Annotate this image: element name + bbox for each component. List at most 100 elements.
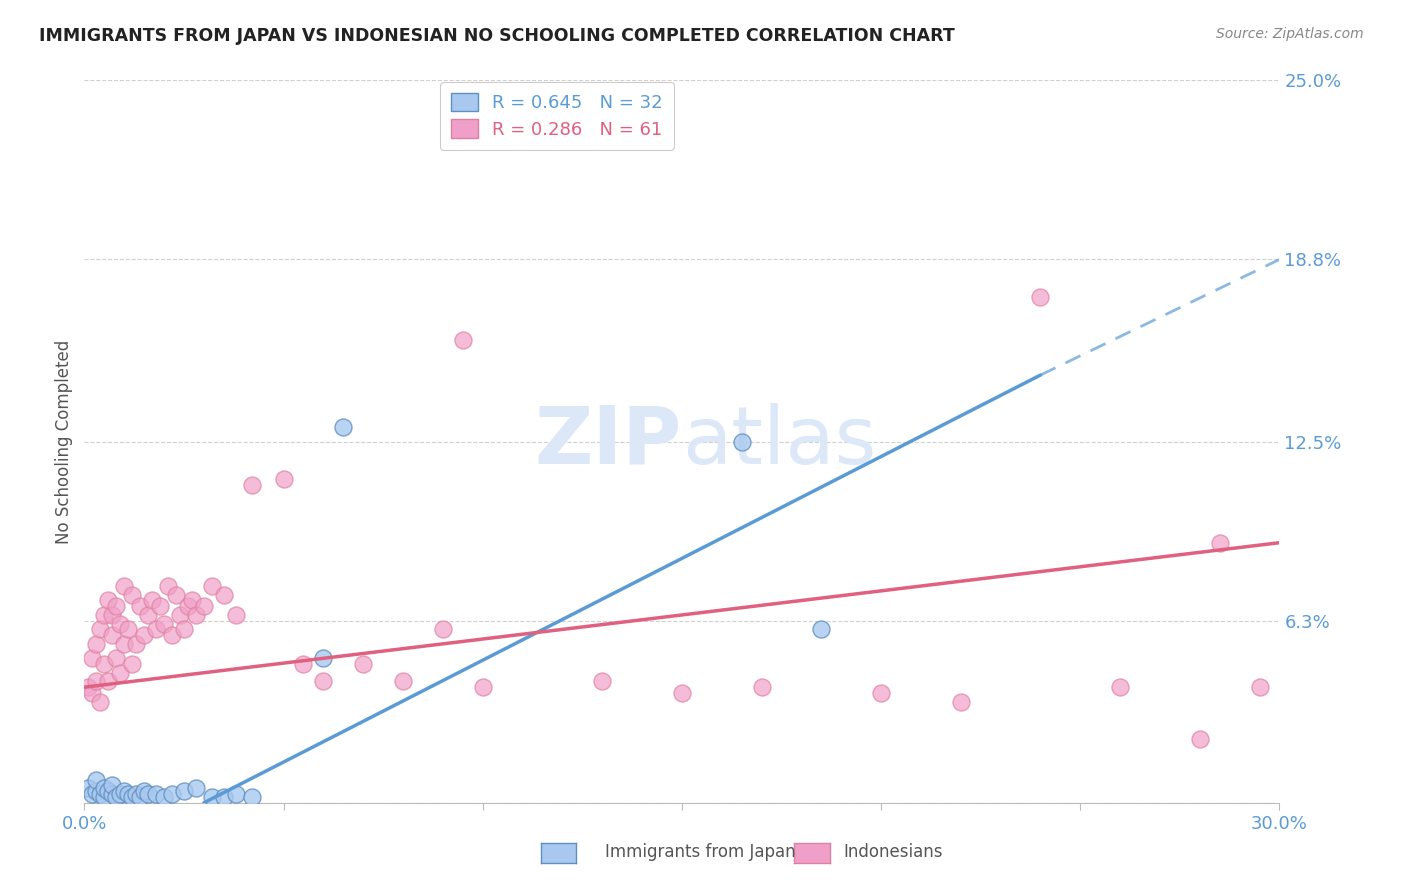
Point bbox=[312, 651, 335, 665]
Point bbox=[193, 599, 215, 614]
Point bbox=[117, 787, 139, 801]
Point bbox=[1209, 535, 1232, 549]
Point bbox=[132, 784, 156, 798]
Point bbox=[105, 599, 128, 614]
Text: ZIP: ZIP bbox=[534, 402, 682, 481]
Legend: R = 0.645   N = 32, R = 0.286   N = 61: R = 0.645 N = 32, R = 0.286 N = 61 bbox=[440, 82, 673, 150]
Point bbox=[160, 787, 183, 801]
Point bbox=[153, 790, 176, 805]
Point bbox=[160, 628, 183, 642]
Point bbox=[157, 579, 180, 593]
Point bbox=[1029, 290, 1052, 304]
Point bbox=[121, 790, 143, 805]
Point bbox=[132, 628, 156, 642]
Text: IMMIGRANTS FROM JAPAN VS INDONESIAN NO SCHOOLING COMPLETED CORRELATION CHART: IMMIGRANTS FROM JAPAN VS INDONESIAN NO S… bbox=[39, 27, 955, 45]
Point bbox=[112, 637, 135, 651]
Point bbox=[86, 784, 108, 798]
Point bbox=[110, 665, 132, 680]
Point bbox=[292, 657, 315, 671]
Point bbox=[240, 478, 263, 492]
Point bbox=[101, 607, 124, 622]
Point bbox=[101, 779, 124, 793]
Point bbox=[125, 787, 148, 801]
Point bbox=[121, 657, 143, 671]
Point bbox=[173, 623, 195, 637]
Point bbox=[352, 657, 374, 671]
Point bbox=[451, 334, 474, 348]
Point bbox=[97, 674, 120, 689]
Point bbox=[110, 787, 132, 801]
Point bbox=[121, 588, 143, 602]
Point bbox=[591, 674, 613, 689]
Point bbox=[432, 623, 454, 637]
Point bbox=[82, 787, 104, 801]
Point bbox=[86, 772, 108, 787]
Point bbox=[93, 607, 115, 622]
Point bbox=[101, 628, 124, 642]
Point bbox=[1249, 680, 1271, 694]
Point bbox=[810, 623, 832, 637]
Point bbox=[136, 787, 159, 801]
Point bbox=[949, 695, 972, 709]
Point bbox=[77, 781, 100, 796]
Point bbox=[112, 579, 135, 593]
Point bbox=[89, 623, 111, 637]
Point bbox=[105, 790, 128, 805]
Point bbox=[105, 651, 128, 665]
Point bbox=[1188, 732, 1211, 747]
Point bbox=[173, 784, 195, 798]
Point bbox=[82, 686, 104, 700]
Point bbox=[89, 695, 111, 709]
Point bbox=[145, 787, 167, 801]
Point bbox=[82, 651, 104, 665]
Point bbox=[145, 623, 167, 637]
Point bbox=[86, 674, 108, 689]
Point bbox=[212, 790, 235, 805]
Point bbox=[125, 637, 148, 651]
Point bbox=[212, 588, 235, 602]
Point bbox=[751, 680, 773, 694]
Text: Source: ZipAtlas.com: Source: ZipAtlas.com bbox=[1216, 27, 1364, 41]
Point bbox=[181, 593, 204, 607]
Text: Indonesians: Indonesians bbox=[844, 843, 943, 861]
Point bbox=[731, 434, 754, 449]
Point bbox=[184, 607, 207, 622]
Point bbox=[870, 686, 893, 700]
Point bbox=[312, 674, 335, 689]
Point bbox=[1109, 680, 1132, 694]
Point bbox=[184, 781, 207, 796]
Point bbox=[110, 616, 132, 631]
Point bbox=[273, 472, 295, 486]
Point bbox=[93, 790, 115, 805]
Point bbox=[671, 686, 693, 700]
Point bbox=[86, 637, 108, 651]
Point bbox=[129, 790, 152, 805]
Point bbox=[392, 674, 415, 689]
Y-axis label: No Schooling Completed: No Schooling Completed bbox=[55, 340, 73, 543]
Point bbox=[112, 784, 135, 798]
Point bbox=[169, 607, 191, 622]
Point bbox=[240, 790, 263, 805]
Point bbox=[101, 787, 124, 801]
Point bbox=[201, 579, 224, 593]
Point bbox=[93, 657, 115, 671]
Point bbox=[97, 593, 120, 607]
Point bbox=[149, 599, 172, 614]
Point bbox=[89, 787, 111, 801]
Point bbox=[201, 790, 224, 805]
Point bbox=[177, 599, 200, 614]
Point bbox=[471, 680, 494, 694]
Point bbox=[136, 607, 159, 622]
Point bbox=[153, 616, 176, 631]
Point bbox=[225, 607, 247, 622]
Point bbox=[332, 420, 354, 434]
Point bbox=[225, 787, 247, 801]
Text: Immigrants from Japan: Immigrants from Japan bbox=[605, 843, 796, 861]
Point bbox=[129, 599, 152, 614]
Text: atlas: atlas bbox=[682, 402, 876, 481]
Point bbox=[93, 781, 115, 796]
Point bbox=[141, 593, 163, 607]
Point bbox=[97, 784, 120, 798]
Point bbox=[77, 680, 100, 694]
Point bbox=[165, 588, 187, 602]
